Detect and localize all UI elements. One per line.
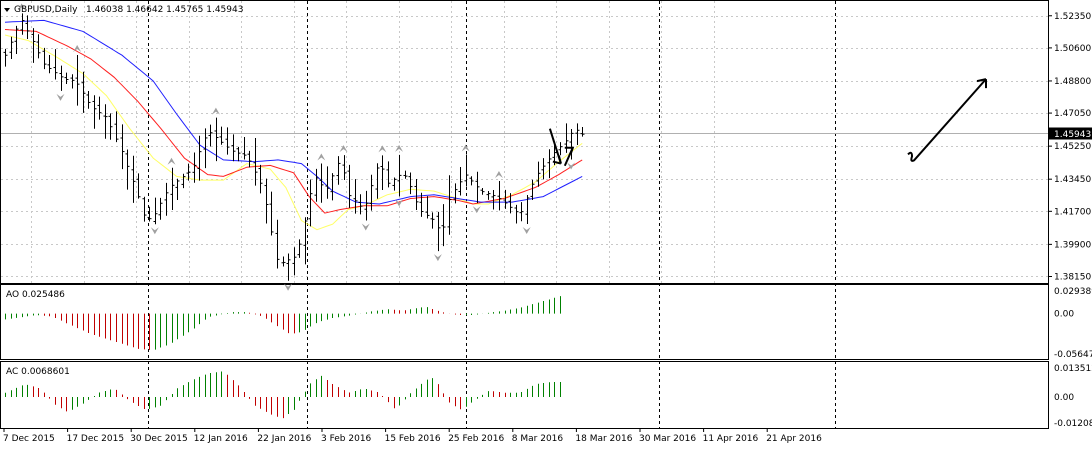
- menu-triangle-icon[interactable]: [4, 8, 10, 12]
- current-price-box: [1049, 127, 1092, 140]
- ao-axis: 0.029389 0.00 -0.05647: [1054, 287, 1092, 360]
- fractal-up-icon: [211, 107, 220, 115]
- price-axis: 1.52350 1.50600 1.48800 1.47050 1.45250 1.434…: [1048, 12, 1092, 282]
- fractal-down-icon: [150, 227, 159, 235]
- price-tick-label: 1.50600: [1054, 44, 1091, 54]
- fractal-down-icon: [284, 283, 293, 291]
- time-tick-label: 22 Jan 2016: [257, 434, 311, 444]
- ao-tick-label: 0.00: [1054, 310, 1074, 320]
- price-tick-label: 1.48800: [1054, 77, 1091, 87]
- arrow-up-long-icon: [907, 78, 987, 162]
- time-tick-label: 11 Apr 2016: [703, 434, 759, 444]
- fractal-up-icon: [395, 144, 404, 152]
- ao-histogram: [5, 296, 561, 350]
- arrow-head-icon: [564, 146, 575, 155]
- ao-tick-label: 0.029389: [1054, 287, 1092, 297]
- ac-tick-label: -0.012085: [1054, 419, 1092, 429]
- time-tick-label: 21 Apr 2016: [766, 434, 822, 444]
- fractal-down-icon: [472, 206, 481, 214]
- fractal-up-icon: [317, 153, 326, 161]
- fractal-down-icon: [56, 93, 65, 101]
- fractal-up-icon: [73, 45, 82, 53]
- price-tick-label: 1.52350: [1054, 12, 1091, 22]
- time-tick-label: 17 Dec 2015: [67, 434, 125, 444]
- ao-tick-label: -0.05647: [1054, 350, 1092, 360]
- time-tick-label: 15 Feb 2016: [385, 434, 441, 444]
- time-tick-label: 25 Feb 2016: [448, 434, 504, 444]
- moving-average-line: [4, 34, 583, 231]
- ac-tick-label: 0.00: [1054, 393, 1074, 403]
- time-tick-label: 3 Feb 2016: [321, 434, 372, 444]
- moving-averages: [4, 19, 583, 231]
- fractal-up-icon: [167, 157, 176, 165]
- moving-average-line: [4, 29, 583, 214]
- main-panel: [0, 0, 1049, 284]
- forecast-arrows: [548, 78, 987, 167]
- period-separators: [148, 1, 836, 428]
- ac-histogram: [5, 371, 561, 419]
- price-bars: [3, 13, 585, 281]
- arrow-head-icon: [552, 155, 562, 165]
- fractal-markers: [17, 3, 576, 291]
- moving-average-line: [4, 19, 583, 205]
- fractal-up-icon: [461, 144, 470, 152]
- symbol-label: GBPUSD,Daily: [14, 5, 78, 15]
- fractal-up-icon: [339, 145, 348, 153]
- price-tick-label: 1.41700: [1054, 207, 1091, 217]
- time-axis: 7 Dec 2015 17 Dec 2015 30 Dec 2015 12 Jan 2…: [3, 428, 822, 444]
- price-tick-label: 1.47050: [1054, 109, 1091, 119]
- grid: [1, 1, 1048, 283]
- price-tick-label: 1.43450: [1054, 175, 1091, 185]
- fractal-up-icon: [17, 3, 26, 11]
- ac-label: AC 0.0068601: [6, 367, 70, 377]
- time-tick-label: 30 Mar 2016: [639, 434, 696, 444]
- ac-panel: [0, 361, 1049, 429]
- fractal-up-icon: [378, 145, 387, 153]
- fractal-up-icon: [494, 171, 503, 179]
- time-tick-label: 8 Mar 2016: [512, 434, 564, 444]
- ao-label: AO 0.025486: [6, 290, 65, 300]
- fractal-down-icon: [522, 227, 531, 235]
- time-tick-label: 12 Jan 2016: [194, 434, 248, 444]
- ac-tick-label: 0.013512: [1054, 364, 1092, 374]
- ao-panel: [0, 284, 1049, 360]
- price-tick-label: 1.45250: [1054, 142, 1091, 152]
- ohlc-values: 1.46038 1.46642 1.45765 1.45943: [86, 5, 243, 15]
- price-tick-label: 1.38150: [1054, 272, 1091, 282]
- current-price-label: 1.45943: [1054, 130, 1091, 140]
- price-tick-label: 1.39900: [1054, 240, 1091, 250]
- time-tick-label: 7 Dec 2015: [3, 434, 55, 444]
- fractal-down-icon: [567, 162, 576, 170]
- fractal-down-icon: [361, 223, 370, 231]
- fractal-down-icon: [433, 254, 442, 262]
- arrow-head-icon: [976, 78, 987, 89]
- time-tick-label: 18 Mar 2016: [575, 434, 632, 444]
- fractal-down-icon: [395, 199, 404, 207]
- time-tick-label: 30 Dec 2015: [130, 434, 188, 444]
- ac-axis: 0.013512 0.00 -0.012085: [1054, 364, 1092, 429]
